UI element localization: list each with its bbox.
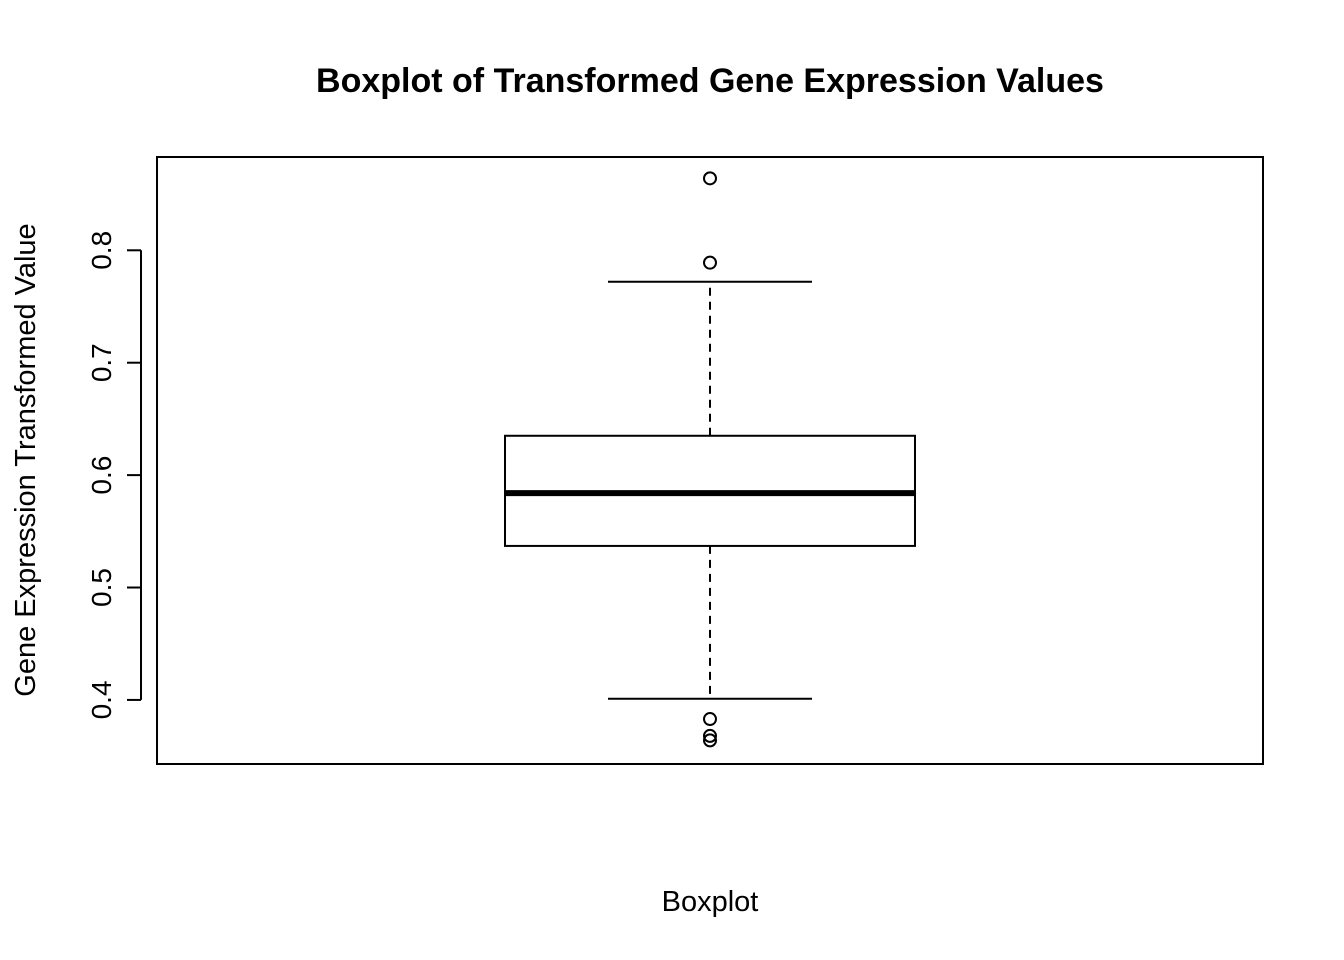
y-tick-label: 0.8 [86, 231, 117, 270]
y-tick-label: 0.6 [86, 456, 117, 495]
y-tick-label: 0.5 [86, 568, 117, 607]
y-tick-label: 0.4 [86, 680, 117, 719]
box-group [504, 280, 916, 700]
y-axis-label: Gene Expression Transformed Value [10, 223, 42, 696]
outlier-group [703, 171, 717, 748]
x-axis-label: Boxplot [662, 886, 759, 918]
outlier-point [703, 728, 717, 743]
plot-frame [156, 156, 1264, 765]
outlier-point [703, 733, 717, 748]
outlier-point [703, 255, 717, 270]
outlier-point [703, 712, 717, 727]
y-axis: 0.4 0.5 0.6 0.7 0.8 [86, 231, 142, 719]
chart-title: Boxplot of Transformed Gene Expression V… [316, 62, 1104, 100]
y-tick-label: 0.7 [86, 343, 117, 382]
outlier-point [703, 171, 717, 186]
